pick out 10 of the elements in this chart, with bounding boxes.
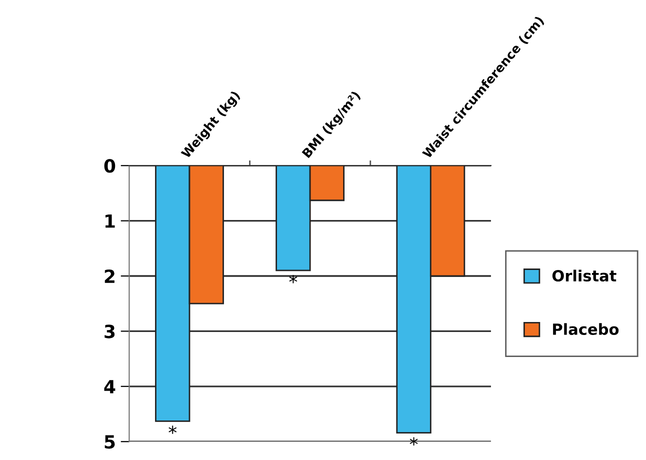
legend-label: Orlistat <box>552 270 616 282</box>
annotation: * <box>289 274 298 284</box>
legend-label: Placebo <box>553 323 619 335</box>
y-tick-label: 5 <box>104 435 115 449</box>
y-tick-label: 1 <box>105 214 115 228</box>
annotation: * <box>168 426 177 434</box>
y-tick-label: 4 <box>104 380 116 394</box>
y-tick-label: 2 <box>104 269 114 283</box>
y-tick-label: 3 <box>104 324 115 338</box>
y-tick-label: 0 <box>104 159 116 173</box>
